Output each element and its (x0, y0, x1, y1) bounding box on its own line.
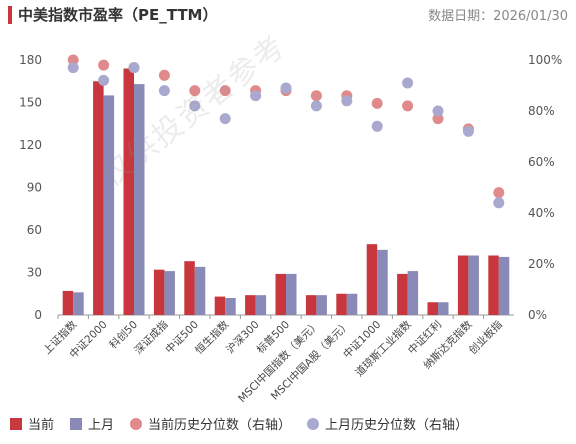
y2-tick-label: 80% (528, 104, 555, 118)
point-current-percentile (219, 85, 231, 97)
bar-last-month (225, 298, 236, 315)
point-last-month-percentile (462, 125, 474, 137)
point-last-month-percentile (67, 62, 79, 74)
bar-current (62, 290, 74, 315)
chart-legend: 当前 上月 当前历史分位数（右轴） 上月历史分位数（右轴） (10, 414, 468, 433)
bar-last-month (438, 302, 449, 315)
x-category-label: 恒生指数 (192, 318, 231, 357)
bar-last-month (73, 292, 84, 315)
legend-swatch-current-pct (130, 417, 143, 430)
title-accent-bar (8, 6, 12, 24)
legend-item-last-pct: 上月历史分位数（右轴） (307, 414, 468, 433)
bar-current (397, 273, 408, 315)
y-tick-label: 60 (27, 223, 42, 237)
point-last-month-percentile (98, 74, 110, 86)
bar-current (366, 244, 378, 315)
bar-last-month (346, 293, 358, 315)
legend-item-last-month: 上月 (70, 414, 114, 433)
legend-swatch-last-pct (307, 417, 320, 430)
legend-item-current: 当前 (10, 414, 54, 433)
bar-current (305, 295, 317, 315)
legend-label-last-pct: 上月历史分位数（右轴） (325, 418, 469, 433)
x-category-label: 深证成指 (132, 318, 171, 357)
bar-current (245, 295, 256, 315)
point-current-percentile (402, 100, 414, 112)
point-current-percentile (371, 97, 383, 109)
y-tick-label: 150 (19, 96, 42, 110)
bar-current (214, 296, 226, 315)
bar-last-month (103, 95, 115, 316)
legend-swatch-last-month (70, 417, 83, 430)
point-current-percentile (310, 90, 322, 102)
bar-last-month (407, 271, 419, 315)
point-last-month-percentile (250, 90, 262, 102)
point-last-month-percentile (402, 77, 414, 89)
legend-item-current-pct: 当前历史分位数（右轴） (130, 414, 291, 433)
bar-current (153, 269, 165, 315)
point-last-month-percentile (219, 113, 231, 125)
y2-tick-label: 20% (528, 257, 555, 271)
bar-last-month (316, 295, 327, 315)
y2-tick-label: 40% (528, 206, 555, 220)
legend-label-current-pct: 当前历史分位数（右轴） (148, 418, 292, 433)
point-last-month-percentile (432, 105, 444, 117)
legend-swatch-current (10, 417, 22, 430)
bar-current (275, 273, 286, 315)
bar-current (427, 302, 438, 315)
bar-last-month (255, 295, 267, 315)
y-tick-label: 30 (27, 266, 42, 280)
point-current-percentile (432, 113, 444, 125)
data-date: 数据日期：2026/01/30 (428, 9, 568, 24)
point-current-percentile (189, 85, 201, 97)
point-last-month-percentile (493, 197, 505, 209)
point-last-month-percentile (310, 100, 322, 112)
y2-tick-label: 0% (528, 308, 547, 322)
bar-current (93, 81, 104, 315)
bar-current (488, 255, 499, 315)
y-tick-label: 120 (19, 138, 42, 152)
y-tick-label: 90 (27, 181, 42, 195)
bar-last-month (194, 266, 206, 315)
x-category-label: 创业板指 (466, 318, 505, 357)
y2-tick-label: 60% (528, 155, 555, 169)
point-current-percentile (158, 69, 170, 81)
point-last-month-percentile (158, 85, 170, 97)
y-tick-label: 0 (34, 308, 42, 322)
chart-title: 中美指数市盈率（PE_TTM） (18, 6, 218, 24)
point-last-month-percentile (189, 100, 201, 112)
bar-current (457, 255, 469, 315)
pe-chart: 03060901201501800%20%40%60%80%100%上证指数中证… (19, 53, 562, 405)
bar-last-month (134, 84, 145, 315)
point-last-month-percentile (341, 95, 353, 107)
point-last-month-percentile (371, 120, 383, 132)
legend-label-current: 当前 (28, 418, 55, 433)
bar-last-month (286, 273, 297, 315)
bar-current (123, 68, 134, 315)
point-last-month-percentile (280, 82, 292, 94)
bar-last-month (498, 256, 510, 315)
legend-label-last-month: 上月 (88, 418, 115, 433)
bar-last-month (377, 249, 388, 315)
point-current-percentile (67, 54, 79, 66)
point-last-month-percentile (128, 62, 140, 74)
bar-last-month (468, 255, 479, 315)
point-current-percentile (98, 59, 110, 71)
y2-tick-label: 100% (528, 53, 562, 67)
bar-current (184, 261, 195, 315)
y-tick-label: 180 (19, 53, 42, 67)
bar-last-month (164, 271, 175, 315)
bar-current (336, 293, 347, 315)
point-current-percentile (493, 187, 505, 199)
